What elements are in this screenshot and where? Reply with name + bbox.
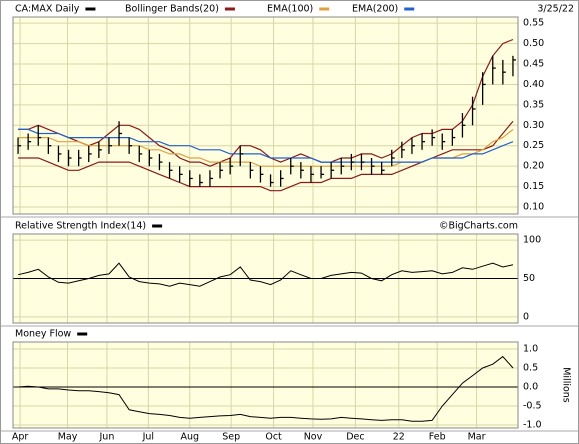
y-tick-label: 0.30: [523, 120, 544, 131]
legend-label: EMA(200): [352, 4, 398, 15]
x-tick-label: Mar: [468, 432, 486, 443]
y-tick-label: 0.0: [523, 381, 538, 392]
plot-background: [13, 17, 518, 214]
y-tick-label: 0.20: [523, 161, 544, 172]
y-tick-label: 0.10: [523, 202, 544, 213]
y-tick-label: 0: [523, 311, 529, 322]
y-tick-label: 0.40: [523, 79, 544, 90]
x-tick-label: Dec: [346, 432, 364, 443]
legend-label: EMA(100): [267, 4, 313, 15]
y-tick-label: 1.0: [523, 343, 538, 354]
y-tick-label: 0.45: [523, 59, 544, 70]
series-line: [18, 128, 514, 163]
x-tick-label: Sep: [222, 432, 240, 443]
plot-frame: [12, 233, 519, 324]
plot-background: [13, 342, 518, 428]
series-line: [18, 38, 514, 167]
legend-label: CA:MAX Daily: [15, 4, 80, 15]
y-tick-label: -1.0: [523, 419, 542, 430]
plot-frame: [12, 16, 519, 215]
x-tick-label: Oct: [265, 432, 282, 443]
x-tick-label: Nov: [304, 432, 323, 443]
y-tick-label: 0.35: [523, 99, 544, 110]
x-tick-label: Jul: [142, 432, 154, 443]
y-tick-label: 50: [523, 273, 535, 284]
legend-label: Relative Strength Index(14): [15, 221, 146, 232]
x-tick-label: Jun: [99, 432, 115, 443]
credit: ©BigCharts.com: [439, 221, 518, 232]
y-tick-label: 0.25: [523, 140, 544, 151]
y-tick-label: -0.5: [523, 400, 542, 411]
y-axis-label: Millions: [561, 367, 572, 403]
y-tick-label: 0.15: [523, 181, 544, 192]
x-tick-label: May: [58, 432, 78, 443]
y-tick-label: 0.5: [523, 362, 538, 373]
y-tick-label: 0.50: [523, 38, 544, 49]
legend-label: Money Flow: [15, 329, 71, 340]
y-tick-label: 100: [523, 235, 541, 246]
x-tick-label: 22: [393, 432, 405, 443]
plot-frame: [12, 341, 519, 429]
y-tick-label: 0.55: [523, 18, 544, 29]
legend-label: Bollinger Bands(20): [125, 4, 219, 15]
x-tick-label: Apr: [12, 432, 29, 443]
x-tick-label: Aug: [180, 432, 199, 443]
series-line: [17, 262, 514, 287]
series-line: [18, 355, 514, 422]
x-tick-label: Feb: [429, 432, 446, 443]
date-label: 3/25/22: [537, 4, 574, 15]
